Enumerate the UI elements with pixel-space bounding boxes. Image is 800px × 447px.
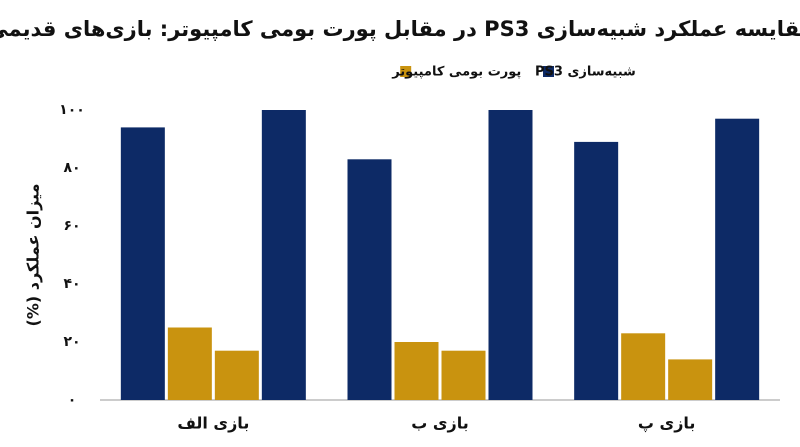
- bar: [715, 118, 760, 400]
- bar: [668, 359, 713, 400]
- y-tick-label: ۴۰: [63, 276, 80, 292]
- bar: [261, 110, 306, 400]
- bar: [488, 110, 533, 400]
- legend-swatch: [400, 66, 412, 77]
- y-tick-label: ۸۰: [63, 160, 80, 176]
- chart-title: مقایسه عملکرد شبیه‌سازی PS3 در مقابل پور…: [0, 17, 800, 41]
- legend-swatch: [543, 66, 554, 77]
- bar: [394, 342, 439, 400]
- bar: [621, 333, 666, 400]
- x-tick-label: بازی پ: [638, 414, 696, 434]
- bar: [347, 159, 392, 400]
- bar: [441, 350, 486, 400]
- y-tick-label: ۲۰: [63, 334, 80, 350]
- x-tick-label: بازی ب: [411, 414, 469, 433]
- legend-label: شبیه‌سازی PS3: [535, 65, 636, 80]
- bar: [120, 127, 165, 401]
- y-tick-label: ۱۰۰: [59, 102, 85, 118]
- y-tick-label: ۶۰: [63, 218, 80, 234]
- y-tick-label: ۰: [68, 392, 77, 408]
- legend-label: پورت بومی کامپیوتر: [391, 65, 521, 80]
- y-axis-label: میزان عملکرد (%): [24, 184, 43, 327]
- bar: [214, 350, 259, 400]
- bar: [574, 141, 619, 400]
- x-tick-label: بازی الف: [177, 414, 249, 433]
- bar: [167, 327, 212, 400]
